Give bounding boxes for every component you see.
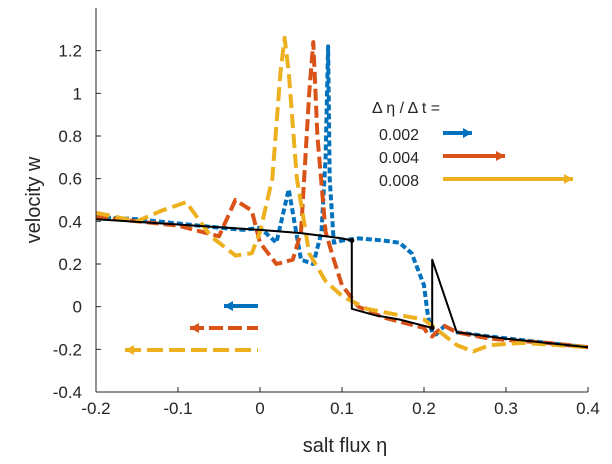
y-tick-label: 0.6	[58, 170, 82, 189]
reference-marker-1	[429, 325, 435, 331]
series-line-0002	[95, 44, 589, 350]
y-tick-label: 0.4	[58, 212, 82, 231]
x-tick-label: 0.1	[330, 399, 354, 418]
y-tick-label: 0.2	[58, 255, 82, 274]
y-tick-label: 1	[73, 84, 82, 103]
tick-labels: -0.2 -0.1 0 0.1 0.2 0.3 0.4-0.4-0.200.20.40.60…	[53, 42, 600, 418]
y-tick-label: 0.8	[58, 127, 82, 146]
direction-arrows	[125, 128, 573, 355]
legend-swatch-0008-head	[564, 174, 573, 184]
series-line-reference	[95, 218, 589, 349]
x-tick-label: 0.3	[494, 399, 518, 418]
legend-label-0002: 0.002	[379, 127, 419, 144]
legend-label-0008: 0.008	[379, 173, 419, 190]
legend-title: Δ η / Δ t =	[372, 100, 440, 117]
axes	[95, 8, 589, 393]
x-tick-label: 0	[255, 399, 264, 418]
series-line-0004	[95, 40, 589, 350]
x-tick-label: 0.4	[576, 399, 600, 418]
reference-marker-0	[349, 238, 355, 244]
series-line-0008	[95, 35, 589, 354]
legend-swatch-0004-head	[496, 151, 505, 161]
direction-arrow-0002-head	[224, 301, 233, 311]
legend-label-0004: 0.004	[379, 150, 419, 167]
legend: Δ η / Δ t = 0.002 0.004 0.008	[372, 100, 440, 190]
x-axis-label: salt flux η	[303, 435, 387, 457]
x-tick-label: -0.2	[81, 399, 110, 418]
y-axis-label: velocity w	[23, 156, 45, 243]
plot-lines	[95, 35, 589, 354]
y-tick-label: 1.2	[58, 42, 82, 61]
legend-swatch-0002-head	[463, 128, 472, 138]
y-tick-label: 0	[73, 298, 82, 317]
y-tick-label: -0.2	[53, 340, 82, 359]
y-tick-label: -0.4	[53, 383, 82, 402]
x-tick-label: 0.2	[412, 399, 436, 418]
x-tick-label: -0.1	[163, 399, 192, 418]
direction-arrow-0008-head	[125, 345, 134, 355]
direction-arrow-0004-head	[190, 323, 199, 333]
